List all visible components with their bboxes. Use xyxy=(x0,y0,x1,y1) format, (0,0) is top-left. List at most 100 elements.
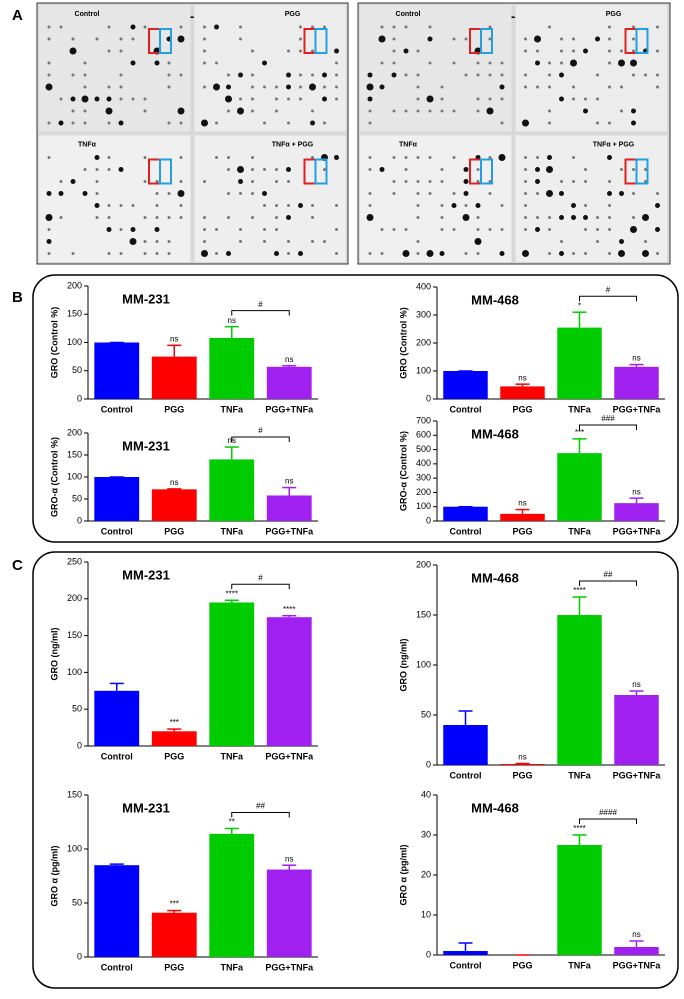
blot-spot xyxy=(572,252,575,255)
blot-spot xyxy=(607,191,612,196)
blot-spot xyxy=(416,73,420,77)
blot-spot xyxy=(379,84,385,90)
blot-spot xyxy=(608,37,611,41)
blot-label: Control xyxy=(396,11,421,18)
blot-spot xyxy=(71,252,75,255)
blot-spot xyxy=(203,37,206,41)
blot-spot xyxy=(632,73,635,77)
blot-spot xyxy=(644,180,647,183)
blot-spot xyxy=(203,228,206,231)
blot-label: TNFα xyxy=(78,141,97,148)
blot-spot xyxy=(560,49,563,53)
blot-spot xyxy=(334,48,339,54)
blot-spot xyxy=(251,168,254,171)
bracket-label: # xyxy=(258,300,263,309)
blot-spot xyxy=(119,37,123,41)
blot-spot xyxy=(403,48,409,54)
blot-spot xyxy=(155,216,159,219)
blot-spot xyxy=(368,168,372,171)
blot-spot xyxy=(368,109,372,113)
blot-spot xyxy=(322,96,327,102)
blot-spot xyxy=(464,37,468,41)
blot-spot xyxy=(215,121,218,125)
bar xyxy=(557,453,602,521)
blot-spot xyxy=(392,192,396,195)
significance-label: ns xyxy=(632,930,640,939)
y-tick-label: 100 xyxy=(67,471,82,481)
significance-label: ** xyxy=(229,818,235,827)
significance-label: ns xyxy=(285,477,293,486)
blot-spot xyxy=(644,240,647,243)
significance-label: ns xyxy=(285,854,293,863)
blot-spot xyxy=(428,192,432,195)
blot-spot xyxy=(404,228,408,231)
blot-spot xyxy=(380,228,384,231)
significance-label: ns xyxy=(170,478,178,487)
significance-label: **** xyxy=(573,824,585,833)
blot-spot xyxy=(299,85,302,89)
blot-spot xyxy=(203,180,206,183)
blot-spot xyxy=(392,156,396,159)
blot-spot xyxy=(322,72,327,78)
blot-spot xyxy=(488,156,492,159)
blot-spot xyxy=(404,73,408,77)
y-axis-label: GRO-α (Control %) xyxy=(398,431,408,511)
blot-spot xyxy=(620,168,623,171)
blot-spot xyxy=(227,216,230,219)
blot-spot xyxy=(81,95,89,103)
y-tick-label: 0 xyxy=(426,393,431,403)
blot-spot xyxy=(46,239,52,244)
blot-spot xyxy=(82,191,88,196)
blot-spot xyxy=(238,72,243,78)
blot-spot xyxy=(263,168,266,171)
blot-spot xyxy=(311,240,314,243)
blot-spot xyxy=(428,61,432,65)
blot-spot xyxy=(476,73,480,77)
panel-label: A xyxy=(12,7,23,24)
blot-spot xyxy=(488,25,492,29)
blot-spot xyxy=(474,238,482,245)
blot-spot xyxy=(335,97,338,101)
blot-spot xyxy=(440,204,444,207)
y-tick-label: 20 xyxy=(421,869,431,879)
y-tick-label: 10 xyxy=(421,909,431,919)
y-tick-label: 200 xyxy=(67,593,82,603)
blot-spot xyxy=(548,85,551,89)
blot-spot xyxy=(323,25,326,29)
blot-spot xyxy=(464,204,468,207)
blot-spot xyxy=(47,61,51,65)
bracket-label: # xyxy=(606,285,611,294)
blot-spot xyxy=(440,216,444,219)
blot-spot xyxy=(416,192,420,195)
blot-spot xyxy=(47,25,51,29)
blot-spot xyxy=(440,168,444,171)
y-tick-label: 200 xyxy=(416,487,431,497)
blot-spot xyxy=(335,228,338,231)
blot-spot xyxy=(476,61,480,65)
blot-spot xyxy=(95,192,99,195)
bar xyxy=(443,506,488,521)
chart-title: MM-468 xyxy=(471,292,519,307)
blot-spot xyxy=(583,215,588,220)
blot-spot xyxy=(416,85,420,89)
bracket-label: ## xyxy=(604,570,613,579)
significance-label: ns xyxy=(632,680,640,689)
blot-spot xyxy=(251,97,254,101)
blot-spot xyxy=(237,166,244,173)
blot-spot xyxy=(263,121,266,125)
blot-spot xyxy=(440,180,444,183)
blot-spot xyxy=(619,239,624,244)
x-tick-label: PGG+TNFa xyxy=(265,404,314,414)
significance-label: ns xyxy=(632,487,640,496)
blot-spot xyxy=(119,228,123,231)
blot-spot xyxy=(368,121,372,125)
blot-spot xyxy=(428,25,432,29)
blot-spot xyxy=(559,191,564,196)
blot-spot xyxy=(59,180,63,183)
blot-spot xyxy=(642,214,649,221)
highlight-box xyxy=(480,28,493,54)
blot-spot xyxy=(464,73,468,77)
blot-spot xyxy=(262,60,267,66)
blot-spot xyxy=(95,180,99,183)
bar xyxy=(500,764,545,765)
